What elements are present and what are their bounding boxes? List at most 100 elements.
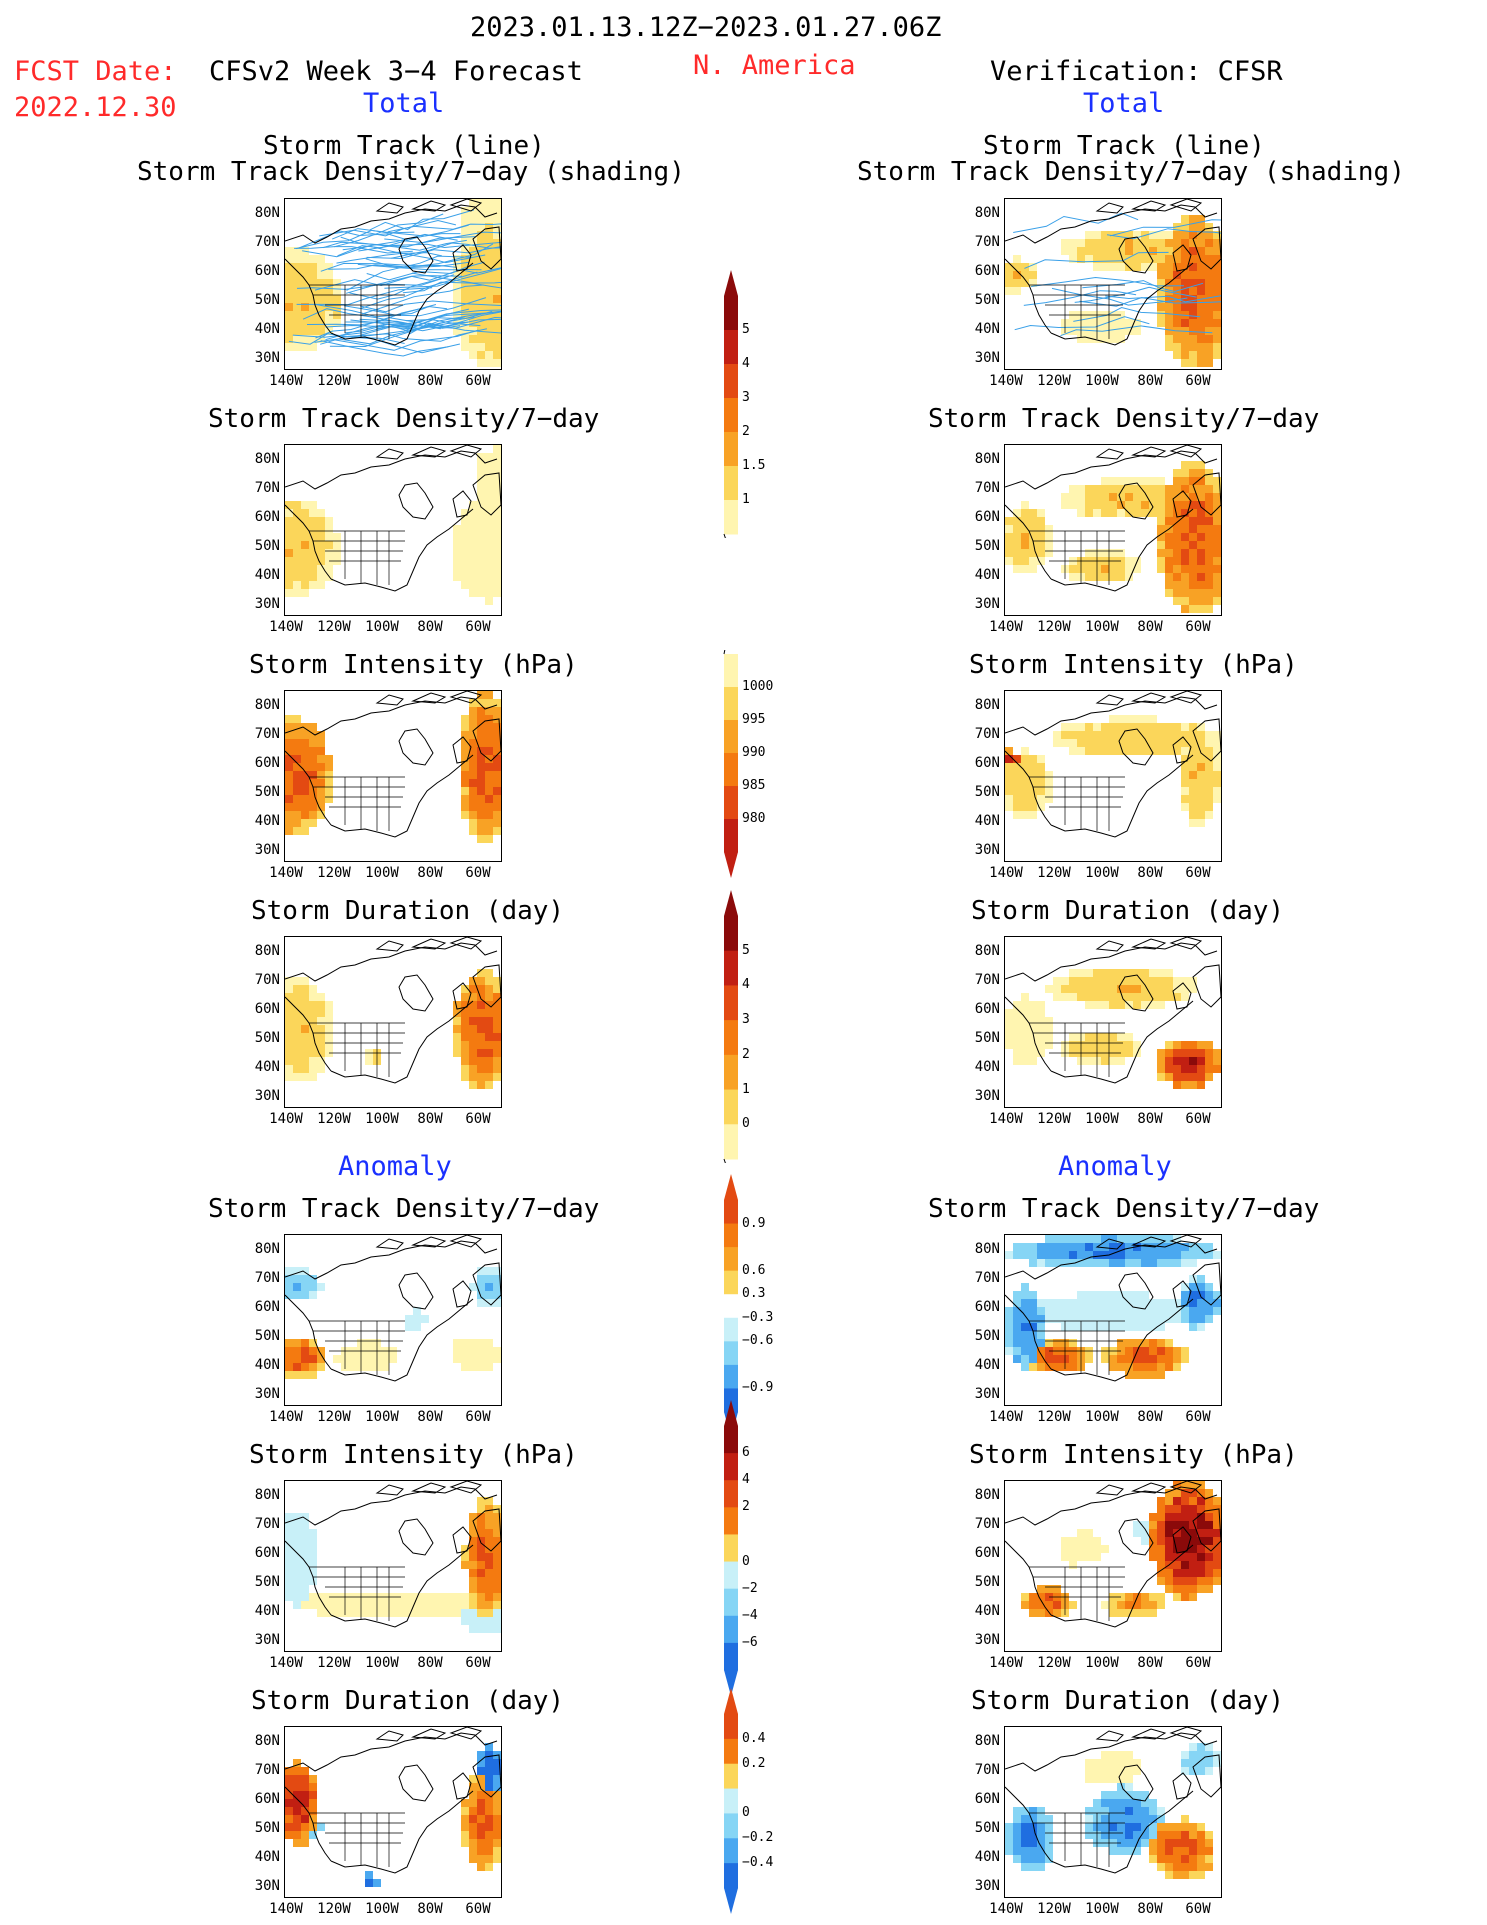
lon-tick-label: 100W	[1085, 865, 1119, 881]
lat-tick-label: 60N	[974, 1001, 1000, 1017]
colorbar-tick-label: 995	[742, 712, 766, 727]
lon-tick-label: 140W	[989, 1111, 1023, 1127]
lat-tick-label: 80N	[254, 697, 280, 713]
lat-tick-label: 50N	[974, 1030, 1000, 1046]
lon-tick-label: 80W	[417, 1901, 443, 1917]
storm-track-line	[315, 304, 437, 339]
lon-tick-label: 140W	[269, 1409, 303, 1425]
lat-tick-label: 80N	[974, 1241, 1000, 1257]
lon-tick-label: 80W	[1137, 1655, 1163, 1671]
map-canvas	[285, 691, 501, 843]
colorbar-tick-label: 2	[742, 424, 750, 439]
colorbar-duration_total	[723, 890, 738, 1163]
lat-tick-label: 70N	[974, 972, 1000, 988]
lat-tick-label: 50N	[974, 1820, 1000, 1836]
lat-tick-label: 40N	[254, 1849, 280, 1865]
lon-tick-label: 140W	[269, 1655, 303, 1671]
lat-tick-label: 70N	[254, 972, 280, 988]
lat-tick-label: 40N	[974, 567, 1000, 583]
map-panel-density-right	[1004, 444, 1222, 616]
lat-tick-label: 50N	[974, 292, 1000, 308]
colorbar-tick-label: 985	[742, 778, 766, 793]
colorbar-tick-label: −4	[742, 1607, 758, 1623]
lat-tick-label: 40N	[254, 813, 280, 829]
storm-track-line	[1024, 251, 1169, 269]
lon-tick-label: 140W	[989, 619, 1023, 635]
title-track-line-left: Storm Track (line)	[263, 131, 545, 161]
storm-track-line	[1060, 325, 1213, 337]
title-intensity-left: Storm Intensity (hPa)	[249, 650, 578, 680]
title-intensity-anom-right: Storm Intensity (hPa)	[969, 1440, 1298, 1470]
lon-tick-label: 100W	[365, 865, 399, 881]
storm-track-line	[369, 209, 475, 231]
map-canvas	[285, 1727, 501, 1887]
lon-tick-label: 80W	[417, 1655, 443, 1671]
colorbar-tick-label: 5	[742, 322, 750, 337]
storm-track-line	[1105, 295, 1221, 303]
lat-tick-label: 70N	[974, 234, 1000, 250]
lat-tick-label: 40N	[254, 567, 280, 583]
lat-tick-label: 50N	[254, 784, 280, 800]
title-duration-left: Storm Duration (day)	[251, 896, 565, 926]
lat-tick-label: 70N	[974, 1762, 1000, 1778]
lat-tick-label: 50N	[254, 1574, 280, 1590]
map-panel-intensity-right	[1004, 690, 1222, 862]
storm-track-line	[1023, 290, 1137, 306]
storm-track-line	[345, 309, 501, 325]
lon-tick-label: 120W	[1037, 619, 1071, 635]
storm-track-line	[294, 246, 413, 254]
colorbar-tick-label: −6	[742, 1634, 758, 1650]
title-track-shading-left: Storm Track Density/7−day (shading)	[137, 157, 685, 187]
storm-track-line	[359, 300, 501, 313]
lat-tick-label: 80N	[254, 451, 280, 467]
lon-tick-label: 100W	[1085, 1901, 1119, 1917]
map-panel-uanom-right	[1004, 1726, 1222, 1898]
colorbar-tick-label: 4	[742, 1472, 750, 1488]
map-canvas	[1005, 445, 1221, 613]
lat-tick-label: 30N	[254, 596, 280, 612]
lat-tick-label: 40N	[254, 1357, 280, 1373]
lon-tick-label: 100W	[1085, 1655, 1119, 1671]
forecast-title: CFSv2 Week 3−4 Forecast	[209, 56, 583, 87]
colorbar-tick-label: 3	[742, 390, 750, 405]
colorbar-duration_anom	[724, 1688, 738, 1914]
fcst-date-label: FCST Date:	[14, 56, 177, 87]
lat-tick-label: 40N	[974, 813, 1000, 829]
storm-track-line	[332, 228, 461, 240]
storm-track-line	[1074, 286, 1197, 303]
colorbar-tick-label: −2	[742, 1580, 758, 1596]
lat-tick-label: 50N	[254, 1820, 280, 1836]
map-panel-track-left	[284, 198, 502, 370]
title-intensity-right: Storm Intensity (hPa)	[969, 650, 1298, 680]
lon-tick-label: 80W	[1137, 865, 1163, 881]
storm-track-line	[344, 297, 487, 317]
lon-tick-label: 120W	[317, 1409, 351, 1425]
lon-tick-label: 140W	[989, 1901, 1023, 1917]
storm-track-line	[340, 236, 467, 251]
lon-tick-label: 80W	[417, 865, 443, 881]
lat-tick-label: 60N	[974, 1791, 1000, 1807]
storm-track-line	[1110, 219, 1221, 237]
map-canvas	[285, 199, 501, 367]
lon-tick-label: 100W	[365, 1409, 399, 1425]
lat-tick-label: 50N	[254, 1328, 280, 1344]
lat-tick-label: 30N	[254, 842, 280, 858]
lat-tick-label: 80N	[254, 1487, 280, 1503]
lat-tick-label: 60N	[254, 1001, 280, 1017]
lat-tick-label: 40N	[974, 321, 1000, 337]
map-panel-uanom-left	[284, 1726, 502, 1898]
storm-track-line	[349, 276, 449, 300]
lat-tick-label: 40N	[254, 321, 280, 337]
lon-tick-label: 100W	[1085, 619, 1119, 635]
lat-tick-label: 70N	[974, 1270, 1000, 1286]
lat-tick-label: 30N	[254, 1878, 280, 1894]
lat-tick-label: 80N	[974, 1487, 1000, 1503]
lon-tick-label: 80W	[417, 1111, 443, 1127]
title-duration-right: Storm Duration (day)	[971, 896, 1285, 926]
lon-tick-label: 120W	[317, 865, 351, 881]
lon-tick-label: 120W	[317, 1111, 351, 1127]
lon-tick-label: 80W	[417, 1409, 443, 1425]
lat-tick-label: 80N	[974, 205, 1000, 221]
map-canvas	[1005, 199, 1221, 367]
title-intensity-anom-left: Storm Intensity (hPa)	[249, 1440, 578, 1470]
